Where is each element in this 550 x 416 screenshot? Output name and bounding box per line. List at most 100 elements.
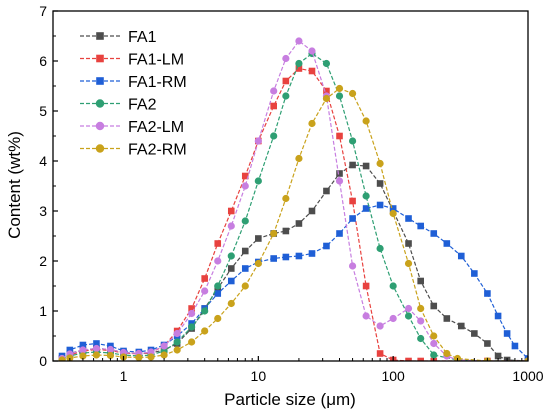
- data-point: [443, 315, 451, 322]
- data-point: [430, 332, 438, 340]
- x-axis-title: Particle size (μm): [224, 390, 356, 409]
- data-point: [282, 54, 290, 63]
- data-point: [336, 230, 343, 237]
- data-point: [106, 351, 115, 360]
- data-point: [323, 87, 330, 95]
- data-point: [214, 290, 222, 297]
- series-fa2-rm: [58, 84, 528, 361]
- data-point: [417, 357, 424, 361]
- data-point: [227, 299, 235, 308]
- data-point: [349, 161, 356, 169]
- data-point: [503, 330, 511, 337]
- data-point: [188, 338, 196, 346]
- data-point: [295, 65, 303, 72]
- data-point: [227, 222, 235, 230]
- axes: 0 1 2 3 4 5 6 7 1 10 100 1000: [39, 3, 544, 384]
- data-point: [417, 317, 425, 325]
- data-point: [417, 304, 425, 313]
- x-tick-label: 1000: [512, 368, 543, 384]
- legend-item-fa1-rm: FA1-RM: [80, 74, 187, 91]
- legend-marker: [95, 144, 105, 153]
- data-point: [389, 282, 397, 290]
- series-line: [61, 204, 528, 359]
- data-point: [349, 197, 356, 205]
- legend-label: FA1-RM: [128, 74, 187, 91]
- data-point: [282, 194, 290, 203]
- series-fa1: [58, 161, 528, 361]
- legend-marker: [96, 54, 104, 63]
- data-point: [254, 137, 262, 145]
- data-point: [58, 356, 66, 361]
- data-point: [173, 338, 181, 346]
- data-point: [322, 59, 331, 68]
- data-point: [295, 220, 303, 227]
- data-point: [254, 259, 262, 268]
- data-point: [443, 349, 451, 358]
- data-point: [376, 244, 384, 253]
- data-point: [349, 215, 356, 222]
- data-point: [160, 351, 168, 359]
- data-point: [405, 215, 412, 222]
- data-point: [214, 314, 222, 323]
- data-point: [147, 353, 155, 361]
- y-tick-label: 1: [39, 303, 47, 319]
- data-point: [214, 240, 222, 247]
- legend-marker: [95, 99, 105, 108]
- data-point: [404, 304, 413, 313]
- data-point: [336, 170, 343, 177]
- data-point: [270, 132, 278, 140]
- data-point: [308, 47, 316, 55]
- data-point: [254, 177, 262, 185]
- legend: FA1 FA1-LM FA1-RM FA2 FA2-LM FA2-RM: [80, 29, 187, 159]
- data-point: [376, 322, 384, 330]
- data-point: [389, 209, 397, 218]
- data-point: [270, 102, 277, 110]
- data-point: [457, 322, 465, 330]
- data-point: [270, 87, 278, 95]
- data-point: [173, 346, 181, 354]
- data-point: [201, 275, 208, 282]
- legend-label: FA2-LM: [128, 119, 184, 136]
- data-point: [308, 250, 316, 257]
- data-point: [323, 242, 330, 250]
- y-tick-label: 2: [39, 253, 47, 269]
- data-point: [92, 351, 101, 359]
- data-point: [227, 252, 235, 260]
- data-point: [389, 314, 397, 323]
- legend-item-fa2-rm: FA2-RM: [80, 142, 187, 159]
- data-point: [255, 235, 262, 242]
- x-tick-label: 1: [120, 368, 128, 384]
- data-point: [93, 340, 100, 347]
- legend-marker: [95, 121, 105, 131]
- data-point: [147, 348, 155, 356]
- data-point: [308, 119, 316, 128]
- legend-label: FA1-LM: [128, 52, 184, 69]
- data-point: [188, 323, 196, 331]
- data-point: [430, 302, 438, 310]
- data-point: [66, 346, 74, 354]
- data-point: [160, 342, 168, 350]
- data-point: [417, 334, 425, 343]
- data-point: [376, 180, 384, 187]
- data-point: [336, 132, 343, 140]
- data-point: [471, 330, 478, 337]
- legend-label: FA1: [128, 29, 157, 46]
- data-point: [335, 177, 344, 185]
- data-point: [308, 207, 316, 215]
- data-point: [443, 240, 451, 247]
- data-point: [227, 265, 235, 272]
- y-tick-label: 4: [39, 153, 47, 169]
- data-point: [295, 59, 303, 68]
- data-point: [295, 154, 303, 163]
- data-point: [348, 89, 357, 98]
- data-point: [173, 329, 181, 338]
- y-tick-label: 0: [39, 353, 47, 369]
- data-point: [362, 192, 370, 200]
- y-tick-label: 5: [39, 103, 47, 119]
- data-point: [511, 342, 519, 350]
- data-point: [201, 287, 209, 295]
- y-tick-label: 7: [39, 3, 47, 19]
- data-point: [270, 255, 277, 262]
- data-point: [494, 312, 502, 320]
- data-point: [348, 262, 357, 270]
